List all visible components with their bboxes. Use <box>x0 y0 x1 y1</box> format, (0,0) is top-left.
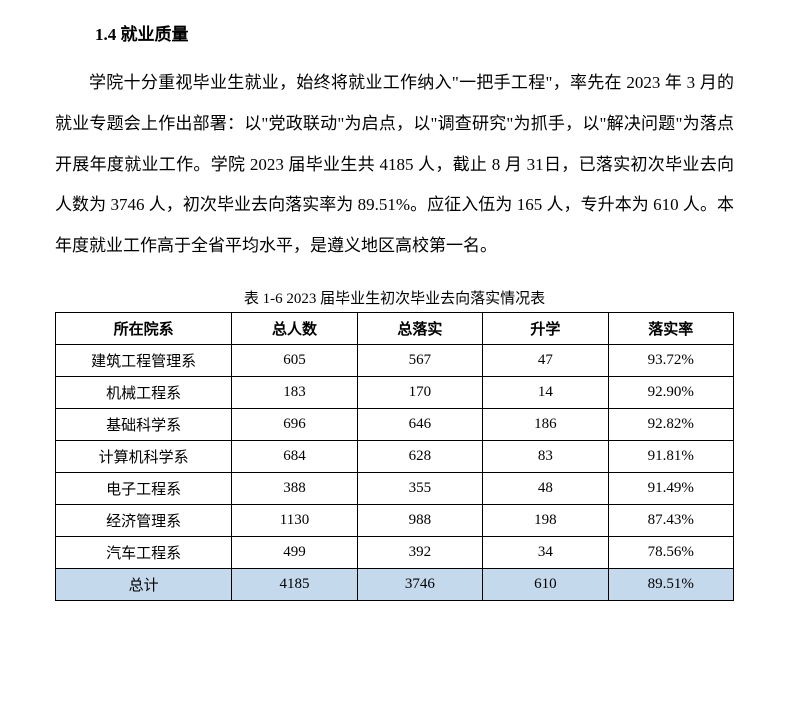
table-header: 落实率 <box>608 312 733 344</box>
table-cell: 355 <box>357 472 482 504</box>
table-header: 总人数 <box>232 312 357 344</box>
table-header: 升学 <box>483 312 608 344</box>
table-cell: 电子工程系 <box>56 472 232 504</box>
table-header-row: 所在院系 总人数 总落实 升学 落实率 <box>56 312 734 344</box>
table-cell: 1130 <box>232 504 357 536</box>
table-header: 所在院系 <box>56 312 232 344</box>
table-cell: 92.90% <box>608 376 733 408</box>
table-cell: 3746 <box>357 568 482 600</box>
table-row: 计算机科学系 684 628 83 91.81% <box>56 440 734 472</box>
employment-table: 所在院系 总人数 总落实 升学 落实率 建筑工程管理系 605 567 47 9… <box>55 312 734 601</box>
table-row: 电子工程系 388 355 48 91.49% <box>56 472 734 504</box>
table-cell: 696 <box>232 408 357 440</box>
table-cell: 经济管理系 <box>56 504 232 536</box>
table-cell: 4185 <box>232 568 357 600</box>
table-cell: 83 <box>483 440 608 472</box>
table-cell: 91.81% <box>608 440 733 472</box>
table-cell: 建筑工程管理系 <box>56 344 232 376</box>
table-cell: 198 <box>483 504 608 536</box>
table-cell: 78.56% <box>608 536 733 568</box>
table-row: 经济管理系 1130 988 198 87.43% <box>56 504 734 536</box>
table-cell: 610 <box>483 568 608 600</box>
table-cell: 总计 <box>56 568 232 600</box>
section-heading: 1.4 就业质量 <box>95 20 734 45</box>
table-cell: 92.82% <box>608 408 733 440</box>
table-caption: 表 1-6 2023 届毕业生初次毕业去向落实情况表 <box>55 287 734 308</box>
table-cell: 34 <box>483 536 608 568</box>
table-cell: 183 <box>232 376 357 408</box>
table-cell: 628 <box>357 440 482 472</box>
table-cell: 567 <box>357 344 482 376</box>
table-cell: 89.51% <box>608 568 733 600</box>
table-cell: 14 <box>483 376 608 408</box>
table-cell: 988 <box>357 504 482 536</box>
body-paragraph: 学院十分重视毕业生就业，始终将就业工作纳入"一把手工程"，率先在 2023 年 … <box>55 63 734 267</box>
table-cell: 87.43% <box>608 504 733 536</box>
table-cell: 186 <box>483 408 608 440</box>
table-total-row: 总计 4185 3746 610 89.51% <box>56 568 734 600</box>
table-cell: 499 <box>232 536 357 568</box>
table-row: 机械工程系 183 170 14 92.90% <box>56 376 734 408</box>
table-cell: 机械工程系 <box>56 376 232 408</box>
table-cell: 93.72% <box>608 344 733 376</box>
table-cell: 388 <box>232 472 357 504</box>
table-cell: 170 <box>357 376 482 408</box>
table-row: 建筑工程管理系 605 567 47 93.72% <box>56 344 734 376</box>
table-header: 总落实 <box>357 312 482 344</box>
table-cell: 基础科学系 <box>56 408 232 440</box>
table-cell: 汽车工程系 <box>56 536 232 568</box>
table-cell: 48 <box>483 472 608 504</box>
table-row: 基础科学系 696 646 186 92.82% <box>56 408 734 440</box>
table-cell: 47 <box>483 344 608 376</box>
table-cell: 91.49% <box>608 472 733 504</box>
table-row: 汽车工程系 499 392 34 78.56% <box>56 536 734 568</box>
table-cell: 646 <box>357 408 482 440</box>
table-cell: 684 <box>232 440 357 472</box>
table-cell: 605 <box>232 344 357 376</box>
table-cell: 392 <box>357 536 482 568</box>
table-cell: 计算机科学系 <box>56 440 232 472</box>
